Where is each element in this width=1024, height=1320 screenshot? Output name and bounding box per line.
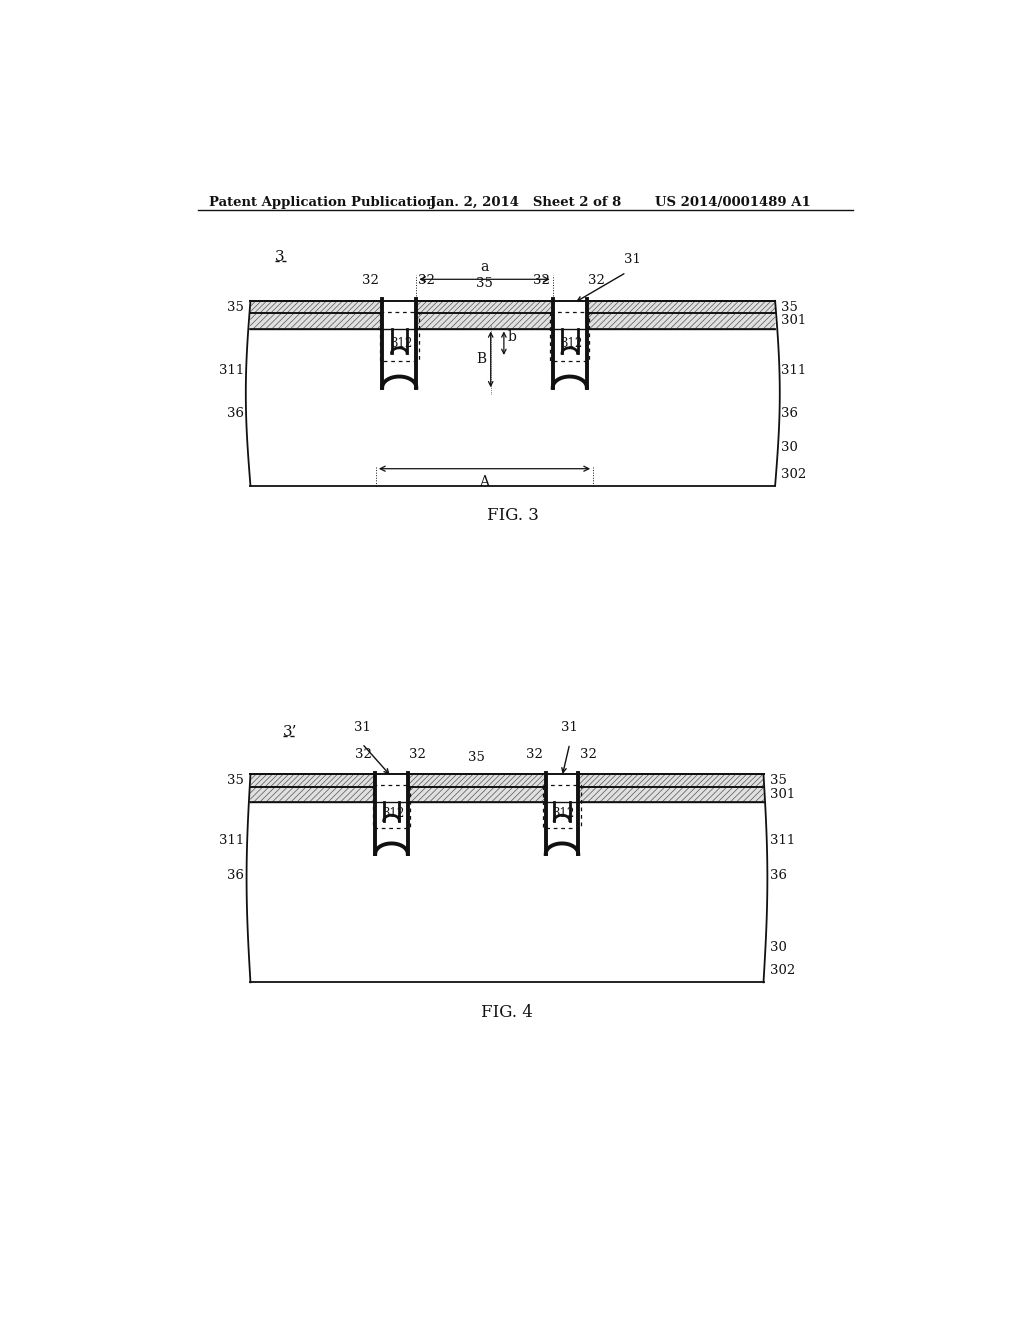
Text: 30: 30 bbox=[770, 941, 786, 954]
Bar bbox=[417, 301, 553, 313]
Bar bbox=[579, 787, 764, 803]
Text: 301: 301 bbox=[781, 314, 807, 327]
Text: 35: 35 bbox=[476, 277, 493, 290]
Text: 35: 35 bbox=[227, 301, 245, 314]
Text: 311: 311 bbox=[219, 364, 245, 378]
Bar bbox=[408, 775, 546, 787]
Bar bbox=[251, 775, 375, 787]
Bar bbox=[417, 313, 553, 329]
Text: Jan. 2, 2014   Sheet 2 of 8: Jan. 2, 2014 Sheet 2 of 8 bbox=[430, 195, 622, 209]
Text: a: a bbox=[480, 260, 488, 275]
Bar bbox=[251, 301, 382, 313]
Text: 32: 32 bbox=[580, 747, 597, 760]
Text: 302: 302 bbox=[781, 467, 807, 480]
Bar bbox=[579, 775, 764, 787]
Text: 302: 302 bbox=[770, 964, 795, 977]
Text: 31: 31 bbox=[561, 721, 579, 734]
Bar bbox=[587, 301, 775, 313]
Text: 312: 312 bbox=[382, 807, 404, 820]
Text: 30: 30 bbox=[781, 441, 798, 454]
Bar bbox=[251, 313, 382, 329]
Text: 3: 3 bbox=[275, 249, 285, 264]
Text: FIG. 4: FIG. 4 bbox=[481, 1003, 532, 1020]
Text: A: A bbox=[479, 475, 489, 488]
Text: B: B bbox=[477, 352, 486, 367]
Text: 312: 312 bbox=[560, 337, 583, 350]
Text: 32: 32 bbox=[410, 747, 426, 760]
Text: 31: 31 bbox=[624, 253, 641, 267]
Bar bbox=[587, 313, 775, 329]
Text: 36: 36 bbox=[770, 869, 786, 882]
Text: 32: 32 bbox=[532, 275, 550, 286]
Text: 3’: 3’ bbox=[283, 725, 298, 739]
Text: b: b bbox=[508, 330, 517, 345]
Text: FIG. 3: FIG. 3 bbox=[486, 507, 539, 524]
Text: 311: 311 bbox=[770, 834, 795, 847]
Text: US 2014/0001489 A1: US 2014/0001489 A1 bbox=[655, 195, 811, 209]
Text: 32: 32 bbox=[525, 747, 543, 760]
Text: 35: 35 bbox=[227, 774, 245, 787]
Text: 35: 35 bbox=[468, 751, 485, 763]
Text: 36: 36 bbox=[227, 407, 245, 420]
Text: 311: 311 bbox=[781, 364, 807, 378]
Text: 32: 32 bbox=[362, 275, 379, 286]
Text: 32: 32 bbox=[418, 275, 435, 286]
Text: 312: 312 bbox=[390, 337, 412, 350]
Text: 32: 32 bbox=[355, 747, 372, 760]
Text: 36: 36 bbox=[227, 869, 245, 882]
Text: 301: 301 bbox=[770, 788, 795, 801]
Text: 36: 36 bbox=[781, 407, 799, 420]
Text: 35: 35 bbox=[770, 774, 786, 787]
Text: 312: 312 bbox=[552, 807, 574, 820]
Text: Patent Application Publication: Patent Application Publication bbox=[209, 195, 436, 209]
Bar bbox=[408, 787, 546, 803]
Text: 311: 311 bbox=[219, 834, 245, 847]
Text: 31: 31 bbox=[353, 721, 371, 734]
Text: 32: 32 bbox=[589, 275, 605, 286]
Text: 35: 35 bbox=[781, 301, 798, 314]
Bar bbox=[251, 787, 375, 803]
